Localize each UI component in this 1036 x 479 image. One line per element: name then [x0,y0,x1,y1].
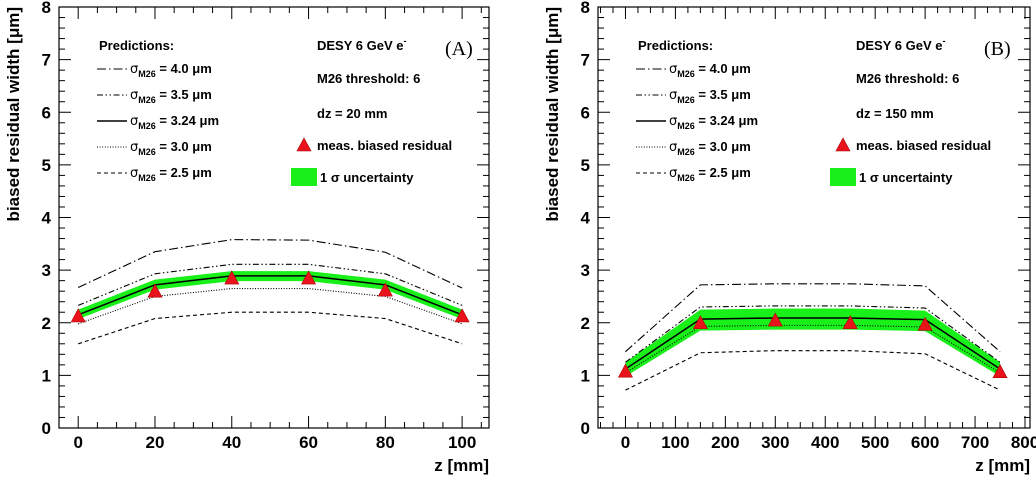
legend-title: Predictions: [99,38,174,53]
legend-label-measurement: meas. biased residual [317,138,452,153]
dz-label: dz = 20 mm [317,106,387,121]
legend-entry-label: σM26 = 2.5 μm [130,165,212,183]
measurement-point [692,315,708,330]
y-tick-label: 1 [581,366,590,385]
y-tick-label: 7 [42,51,51,70]
y-tick-label: 0 [42,419,51,438]
legend-entry-label: σM26 = 2.5 μm [669,165,751,183]
measurement-point [992,364,1008,378]
series-line-dashdot [625,283,1001,353]
beam-label: DESY 6 GeV e- [856,36,945,53]
measurement-point [301,270,317,285]
x-tick-label: 700 [961,433,989,452]
x-tick-label: 80 [376,433,395,452]
x-axis-title: z [mm] [434,456,489,475]
panel-label: (A) [445,38,473,60]
measurement-point [377,282,393,297]
panel-label: (B) [984,38,1011,60]
measurement-point [842,315,858,330]
x-tick-label: 0 [73,433,82,452]
y-axis-title: biased residual width [μm] [4,7,23,221]
x-axis-title: z [mm] [975,456,1030,475]
threshold-label: M26 threshold: 6 [317,71,420,86]
series-line-dashdot [77,239,463,289]
threshold-label: M26 threshold: 6 [856,71,959,86]
x-tick-label: 500 [861,433,889,452]
x-tick-label: 100 [661,433,689,452]
series-line-dotted [625,324,1001,374]
y-tick-label: 0 [581,419,590,438]
x-tick-label: 800 [1011,433,1036,452]
legend-swatch-band [830,168,856,186]
series-line-dashed [625,350,1001,391]
legend-entry-label: σM26 = 4.0 μm [130,61,212,79]
legend-entry-label: σM26 = 3.24 μm [130,113,219,131]
x-tick-label: 300 [761,433,789,452]
measurement-point [617,363,633,378]
series-line-dotted [78,287,463,325]
legend-entry-label: σM26 = 3.5 μm [130,87,212,105]
measurement-point [70,308,86,323]
legend-marker-measurement [835,137,851,152]
legend-marker-measurement [296,137,312,152]
x-tick-label: 100 [448,433,476,452]
x-tick-label: 0 [621,433,630,452]
measurement-point [224,270,240,285]
legend-entry-label: σM26 = 3.5 μm [669,87,751,105]
series-line-solid [625,317,1001,370]
y-tick-label: 3 [42,261,51,280]
chart-panel-b: 0 1 2 3 4 5 6 7 8 0 100 200 300 400 500 600 700 800 z [mm]… [543,0,1036,475]
legend-entry-label: σM26 = 3.0 μm [130,139,212,157]
x-tick-label: 60 [299,433,318,452]
y-tick-label: 1 [42,366,51,385]
y-tick-label: 5 [42,156,51,175]
y-tick-label: 7 [581,51,590,70]
legend-label-band: 1 σ uncertainty [320,170,414,185]
legend-entry-label: σM26 = 4.0 μm [669,61,751,79]
x-tick-label: 600 [911,433,939,452]
plot-frame [58,6,490,429]
series-line-dashdotdot [77,263,463,306]
legend-title: Predictions: [638,38,713,53]
dz-label: dz = 150 mm [856,106,934,121]
series-line-dashed [78,311,463,345]
measurement-point [917,316,933,331]
plot-frame [597,6,1031,429]
y-tick-label: 3 [581,261,590,280]
x-tick-label: 400 [811,433,839,452]
y-tick-label: 4 [42,209,52,228]
y-tick-label: 4 [581,209,591,228]
legend-entry-label: σM26 = 3.24 μm [669,113,758,131]
uncertainty-band [625,308,1001,377]
measurement-point [454,308,470,323]
series-line-solid [77,275,463,316]
y-tick-label: 6 [581,103,590,122]
legend-label-measurement: meas. biased residual [856,138,991,153]
y-tick-label: 2 [42,314,51,333]
legend-swatch-band [291,168,317,186]
series-line-dashdotdot [625,305,1001,363]
x-tick-label: 200 [711,433,739,452]
y-tick-label: 5 [581,156,590,175]
y-tick-label: 8 [581,0,590,17]
x-tick-label: 20 [146,433,165,452]
measurement-point [767,312,783,327]
legend-label-band: 1 σ uncertainty [859,170,953,185]
measurement-point [147,283,163,298]
legend-entry-label: σM26 = 3.0 μm [669,139,751,157]
y-tick-label: 6 [42,103,51,122]
beam-label: DESY 6 GeV e- [317,36,406,53]
y-axis-title: biased residual width [μm] [543,7,562,221]
y-tick-label: 2 [581,314,590,333]
x-tick-label: 40 [222,433,241,452]
y-tick-label: 8 [42,0,51,17]
